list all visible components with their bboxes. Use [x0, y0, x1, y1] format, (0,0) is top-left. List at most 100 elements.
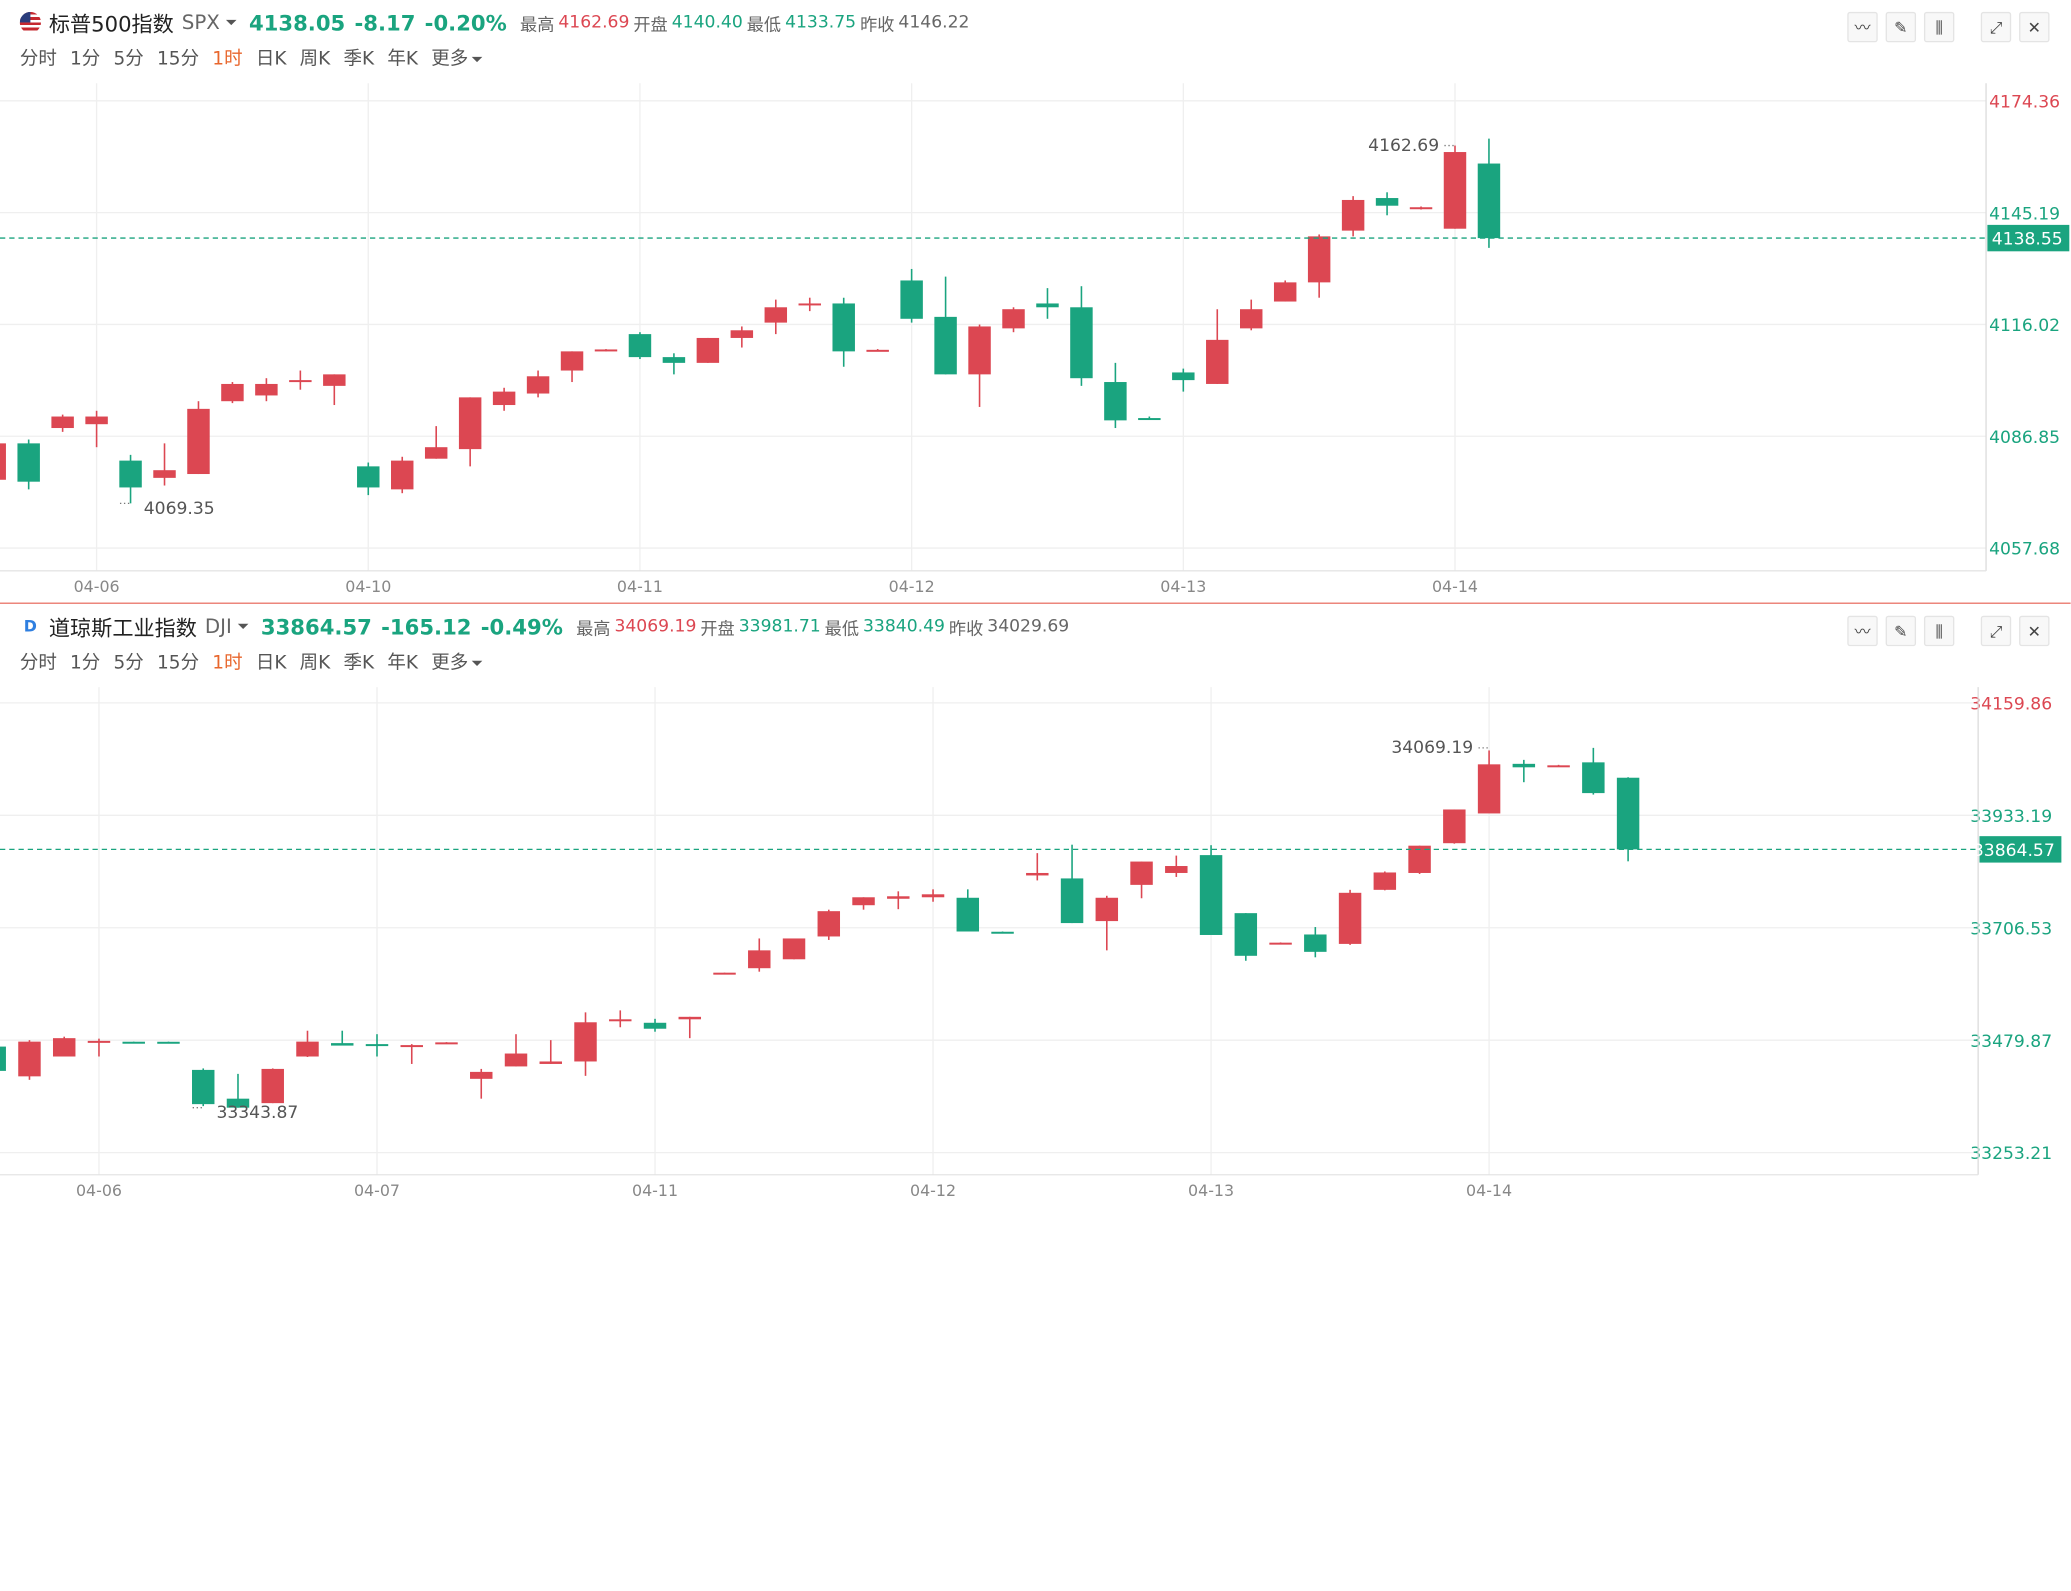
candle-body — [1304, 934, 1327, 952]
candle-body — [1616, 777, 1640, 850]
candle-body — [713, 972, 736, 975]
candle-body — [51, 416, 74, 429]
candle — [1138, 416, 1161, 421]
candle — [1616, 777, 1640, 862]
candle — [1443, 809, 1466, 844]
tab-period-15m[interactable]: 15分 — [157, 48, 200, 71]
candle — [187, 401, 210, 475]
tab-period-day[interactable]: 日K — [255, 652, 287, 674]
candle-body — [1269, 942, 1292, 945]
x-tick-label: 04-06 — [76, 1181, 122, 1200]
candle — [594, 349, 618, 352]
close-icon[interactable]: ✕ — [2019, 615, 2050, 647]
dji-candlestick-chart[interactable]: 34159.86 33933.19 33706.53 33479.87 33253.21… — [0, 604, 2071, 1204]
tab-period-fenshi[interactable]: 分时 — [19, 652, 57, 674]
candlestick-icon[interactable]: ⫼ — [1923, 615, 1955, 647]
chevron-down-icon[interactable] — [226, 19, 238, 26]
candle-body — [628, 334, 652, 358]
tab-period-more[interactable]: 更多 — [431, 649, 483, 678]
candle — [782, 938, 806, 960]
candle — [764, 299, 788, 335]
tab-period-1m[interactable]: 1分 — [70, 652, 101, 674]
tab-period-year[interactable]: 年K — [387, 48, 419, 71]
expand-icon[interactable]: ⤢ — [1980, 615, 2012, 647]
tab-period-week[interactable]: 周K — [299, 48, 331, 71]
index-name[interactable]: 道琼斯工业指数 — [48, 615, 197, 641]
pen-icon[interactable]: ✎ — [1885, 615, 1917, 647]
candle — [866, 349, 889, 352]
low-value: 33840.49 — [862, 616, 945, 637]
candle — [1165, 855, 1188, 877]
candle-body — [1172, 372, 1195, 381]
candle — [526, 370, 550, 398]
candle-body — [798, 303, 821, 306]
candle-body — [191, 1069, 215, 1105]
candle — [1269, 942, 1292, 945]
tab-period-week[interactable]: 周K — [299, 652, 331, 674]
candle — [1375, 192, 1399, 216]
expand-icon[interactable]: ⤢ — [1980, 11, 2012, 43]
candle — [85, 410, 108, 448]
tab-period-5m[interactable]: 5分 — [113, 652, 144, 674]
candle — [1273, 280, 1297, 302]
candle — [323, 374, 346, 406]
spx-candlestick-chart[interactable]: 4174.36 4145.19 4116.02 4086.85 4057.68 04-06… — [0, 0, 2071, 603]
candle-body — [157, 1041, 180, 1044]
tab-period-day[interactable]: 日K — [255, 48, 287, 71]
candle-body — [331, 1043, 354, 1046]
candle-body — [1070, 307, 1093, 379]
tab-period-year[interactable]: 年K — [387, 652, 419, 674]
candle-body — [560, 351, 584, 371]
candle — [122, 1041, 145, 1044]
candle — [221, 382, 244, 404]
chevron-down-icon[interactable] — [238, 623, 249, 629]
y-tick-label: 4057.68 — [1989, 540, 2060, 560]
tab-period-1h[interactable]: 1时 — [212, 652, 243, 674]
y-tick-label: 34159.86 — [1970, 694, 2052, 714]
candle — [1130, 861, 1153, 899]
candle-body — [748, 950, 771, 969]
candle-body — [678, 1016, 702, 1020]
current-price-tag — [1987, 224, 2070, 252]
candle-body — [900, 280, 923, 319]
tab-period-quarter[interactable]: 季K — [343, 652, 375, 674]
candle-body — [153, 470, 176, 478]
candle-body — [1199, 855, 1223, 935]
chevron-down-icon — [472, 660, 483, 666]
line-chart-icon[interactable]: 〰 — [1847, 11, 1878, 43]
candle-body — [1104, 382, 1127, 421]
candle — [956, 889, 980, 932]
last-price: 33864.57 — [260, 613, 372, 639]
close-icon[interactable]: ✕ — [2019, 11, 2050, 43]
tab-period-1h[interactable]: 1时 — [212, 48, 243, 71]
candle-body — [1307, 236, 1331, 283]
candle — [435, 1042, 458, 1045]
candle — [609, 1010, 632, 1028]
tab-period-fenshi[interactable]: 分时 — [19, 48, 57, 71]
candle — [748, 938, 771, 972]
line-chart-icon[interactable]: 〰 — [1847, 615, 1878, 647]
candle — [696, 337, 720, 363]
index-code[interactable]: SPX — [181, 10, 220, 35]
x-tick-label: 04-10 — [345, 577, 391, 596]
tab-period-5m[interactable]: 5分 — [113, 48, 144, 71]
tab-period-quarter[interactable]: 季K — [343, 48, 375, 71]
candle — [226, 1073, 250, 1108]
candle — [119, 454, 142, 504]
last-price: 4138.05 — [248, 9, 346, 36]
index-code[interactable]: DJI — [204, 614, 232, 639]
candlestick-icon[interactable]: ⫼ — [1923, 11, 1955, 43]
y-tick-label: 4086.85 — [1989, 428, 2060, 448]
prev-close-value: 4146.22 — [898, 12, 970, 33]
current-price-tag — [1979, 836, 2062, 863]
pen-icon[interactable]: ✎ — [1885, 11, 1917, 43]
y-tick-label: 4174.36 — [1989, 92, 2060, 112]
tab-period-15m[interactable]: 15分 — [157, 652, 200, 674]
index-name[interactable]: 标普500指数 — [48, 11, 174, 37]
candle — [87, 1038, 111, 1057]
high-value: 4162.69 — [558, 12, 630, 33]
tab-period-more[interactable]: 更多 — [431, 45, 483, 74]
candle-body — [187, 408, 210, 475]
candle — [1070, 286, 1093, 386]
tab-period-1m[interactable]: 1分 — [70, 48, 101, 71]
